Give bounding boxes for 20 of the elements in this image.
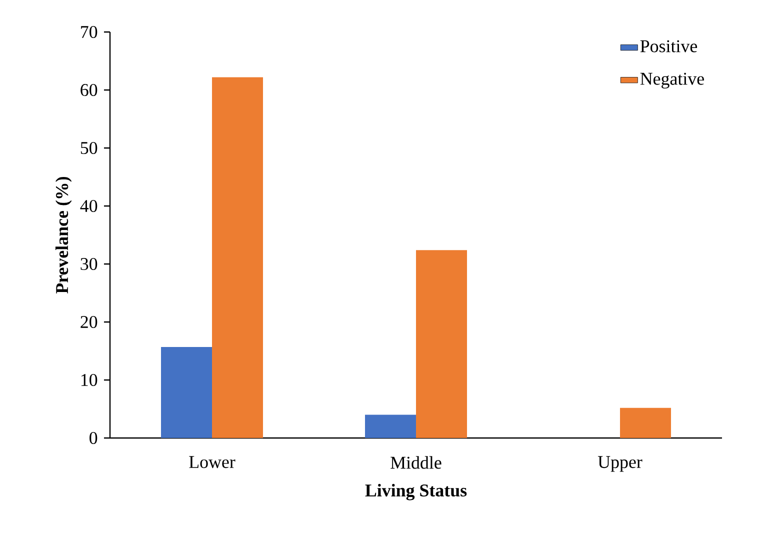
y-tick-label: 70 bbox=[81, 26, 98, 38]
y-tick-label: 20 bbox=[80, 316, 98, 328]
y-tick-label: 10 bbox=[81, 374, 98, 386]
bar bbox=[212, 77, 263, 438]
x-tick-label: Lower bbox=[189, 456, 236, 468]
y-axis-title: Prevelance (%) bbox=[55, 176, 72, 294]
bar bbox=[161, 346, 212, 438]
y-tick-label: 30 bbox=[80, 258, 98, 270]
bar bbox=[365, 414, 416, 438]
y-tick-label: 40 bbox=[80, 200, 98, 212]
x-axis-title: Living Status bbox=[365, 484, 467, 500]
legend-label: Positive bbox=[640, 40, 698, 52]
y-tick-label: 50 bbox=[80, 142, 98, 154]
x-tick-label: Middle bbox=[390, 456, 442, 469]
y-tick-label: 60 bbox=[80, 84, 98, 96]
y-tick-label: 0 bbox=[90, 432, 98, 444]
x-tick-label: Upper bbox=[598, 456, 642, 472]
legend-label: Negative bbox=[640, 72, 704, 89]
bar bbox=[620, 408, 672, 438]
bar bbox=[416, 250, 468, 438]
